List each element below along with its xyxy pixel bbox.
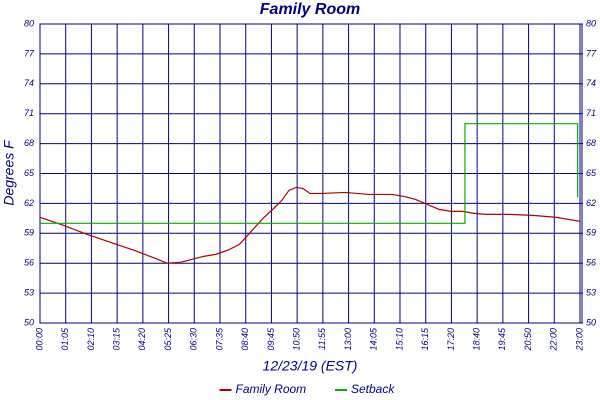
legend-label: Setback bbox=[351, 382, 395, 396]
x-tick-label: 18:40 bbox=[472, 328, 482, 351]
y2-tick-label: 59 bbox=[586, 228, 596, 238]
x-tick-label: 08:40 bbox=[240, 328, 250, 351]
x-tick-label: 02:10 bbox=[86, 328, 96, 351]
x-tick-label: 17:20 bbox=[446, 328, 456, 351]
y-tick-label: 62 bbox=[24, 198, 34, 208]
x-tick-label: 10:50 bbox=[292, 328, 302, 351]
y-tick-label: 77 bbox=[24, 48, 35, 58]
y-tick-label: 59 bbox=[24, 228, 34, 238]
x-tick-label: 22:00 bbox=[549, 328, 559, 352]
y2-tick-label: 50 bbox=[586, 317, 596, 327]
chart-title: Family Room bbox=[260, 1, 360, 18]
y2-tick-label: 71 bbox=[586, 108, 596, 118]
x-tick-label: 06:30 bbox=[189, 328, 199, 351]
y-axis-label: Degrees F bbox=[1, 139, 17, 206]
y-tick-label: 68 bbox=[24, 138, 34, 148]
y-tick-label: 53 bbox=[24, 287, 34, 297]
x-tick-label: 07:35 bbox=[214, 327, 224, 351]
y2-tick-label: 68 bbox=[586, 138, 596, 148]
y2-tick-label: 77 bbox=[586, 48, 597, 58]
y2-tick-label: 56 bbox=[586, 258, 596, 268]
series-line bbox=[40, 123, 579, 224]
y-tick-label: 80 bbox=[24, 18, 34, 28]
x-tick-label: 00:00 bbox=[34, 328, 44, 351]
y-tick-label: 50 bbox=[24, 317, 34, 327]
series-line bbox=[39, 186, 581, 264]
x-tick-label: 16:15 bbox=[420, 327, 430, 351]
x-tick-label: 04:20 bbox=[137, 328, 147, 351]
x-tick-label: 14:05 bbox=[369, 327, 379, 351]
x-axis-label: 12/23/19 (EST) bbox=[263, 358, 358, 374]
y2-tick-label: 53 bbox=[586, 287, 596, 297]
y2-tick-label: 62 bbox=[586, 198, 596, 208]
x-tick-label: 09:45 bbox=[266, 327, 276, 351]
x-tick-label: 20:50 bbox=[523, 328, 533, 352]
y-tick-label: 65 bbox=[24, 168, 35, 178]
x-tick-label: 13:00 bbox=[343, 328, 353, 351]
y-tick-label: 74 bbox=[24, 78, 34, 88]
x-tick-label: 23:00 bbox=[574, 328, 584, 352]
x-tick-label: 05:25 bbox=[163, 327, 173, 351]
y2-tick-label: 74 bbox=[586, 78, 596, 88]
y-tick-label: 71 bbox=[24, 108, 34, 118]
y2-tick-label: 80 bbox=[586, 18, 596, 28]
x-tick-label: 19:45 bbox=[497, 327, 507, 351]
x-tick-label: 15:10 bbox=[394, 328, 404, 351]
x-tick-label: 01:05 bbox=[60, 327, 70, 351]
y-tick-label: 56 bbox=[24, 258, 34, 268]
x-tick-label: 11:55 bbox=[317, 327, 327, 350]
y2-tick-label: 65 bbox=[586, 168, 597, 178]
legend-label: Family Room bbox=[236, 382, 307, 396]
x-tick-label: 03:15 bbox=[112, 327, 122, 351]
